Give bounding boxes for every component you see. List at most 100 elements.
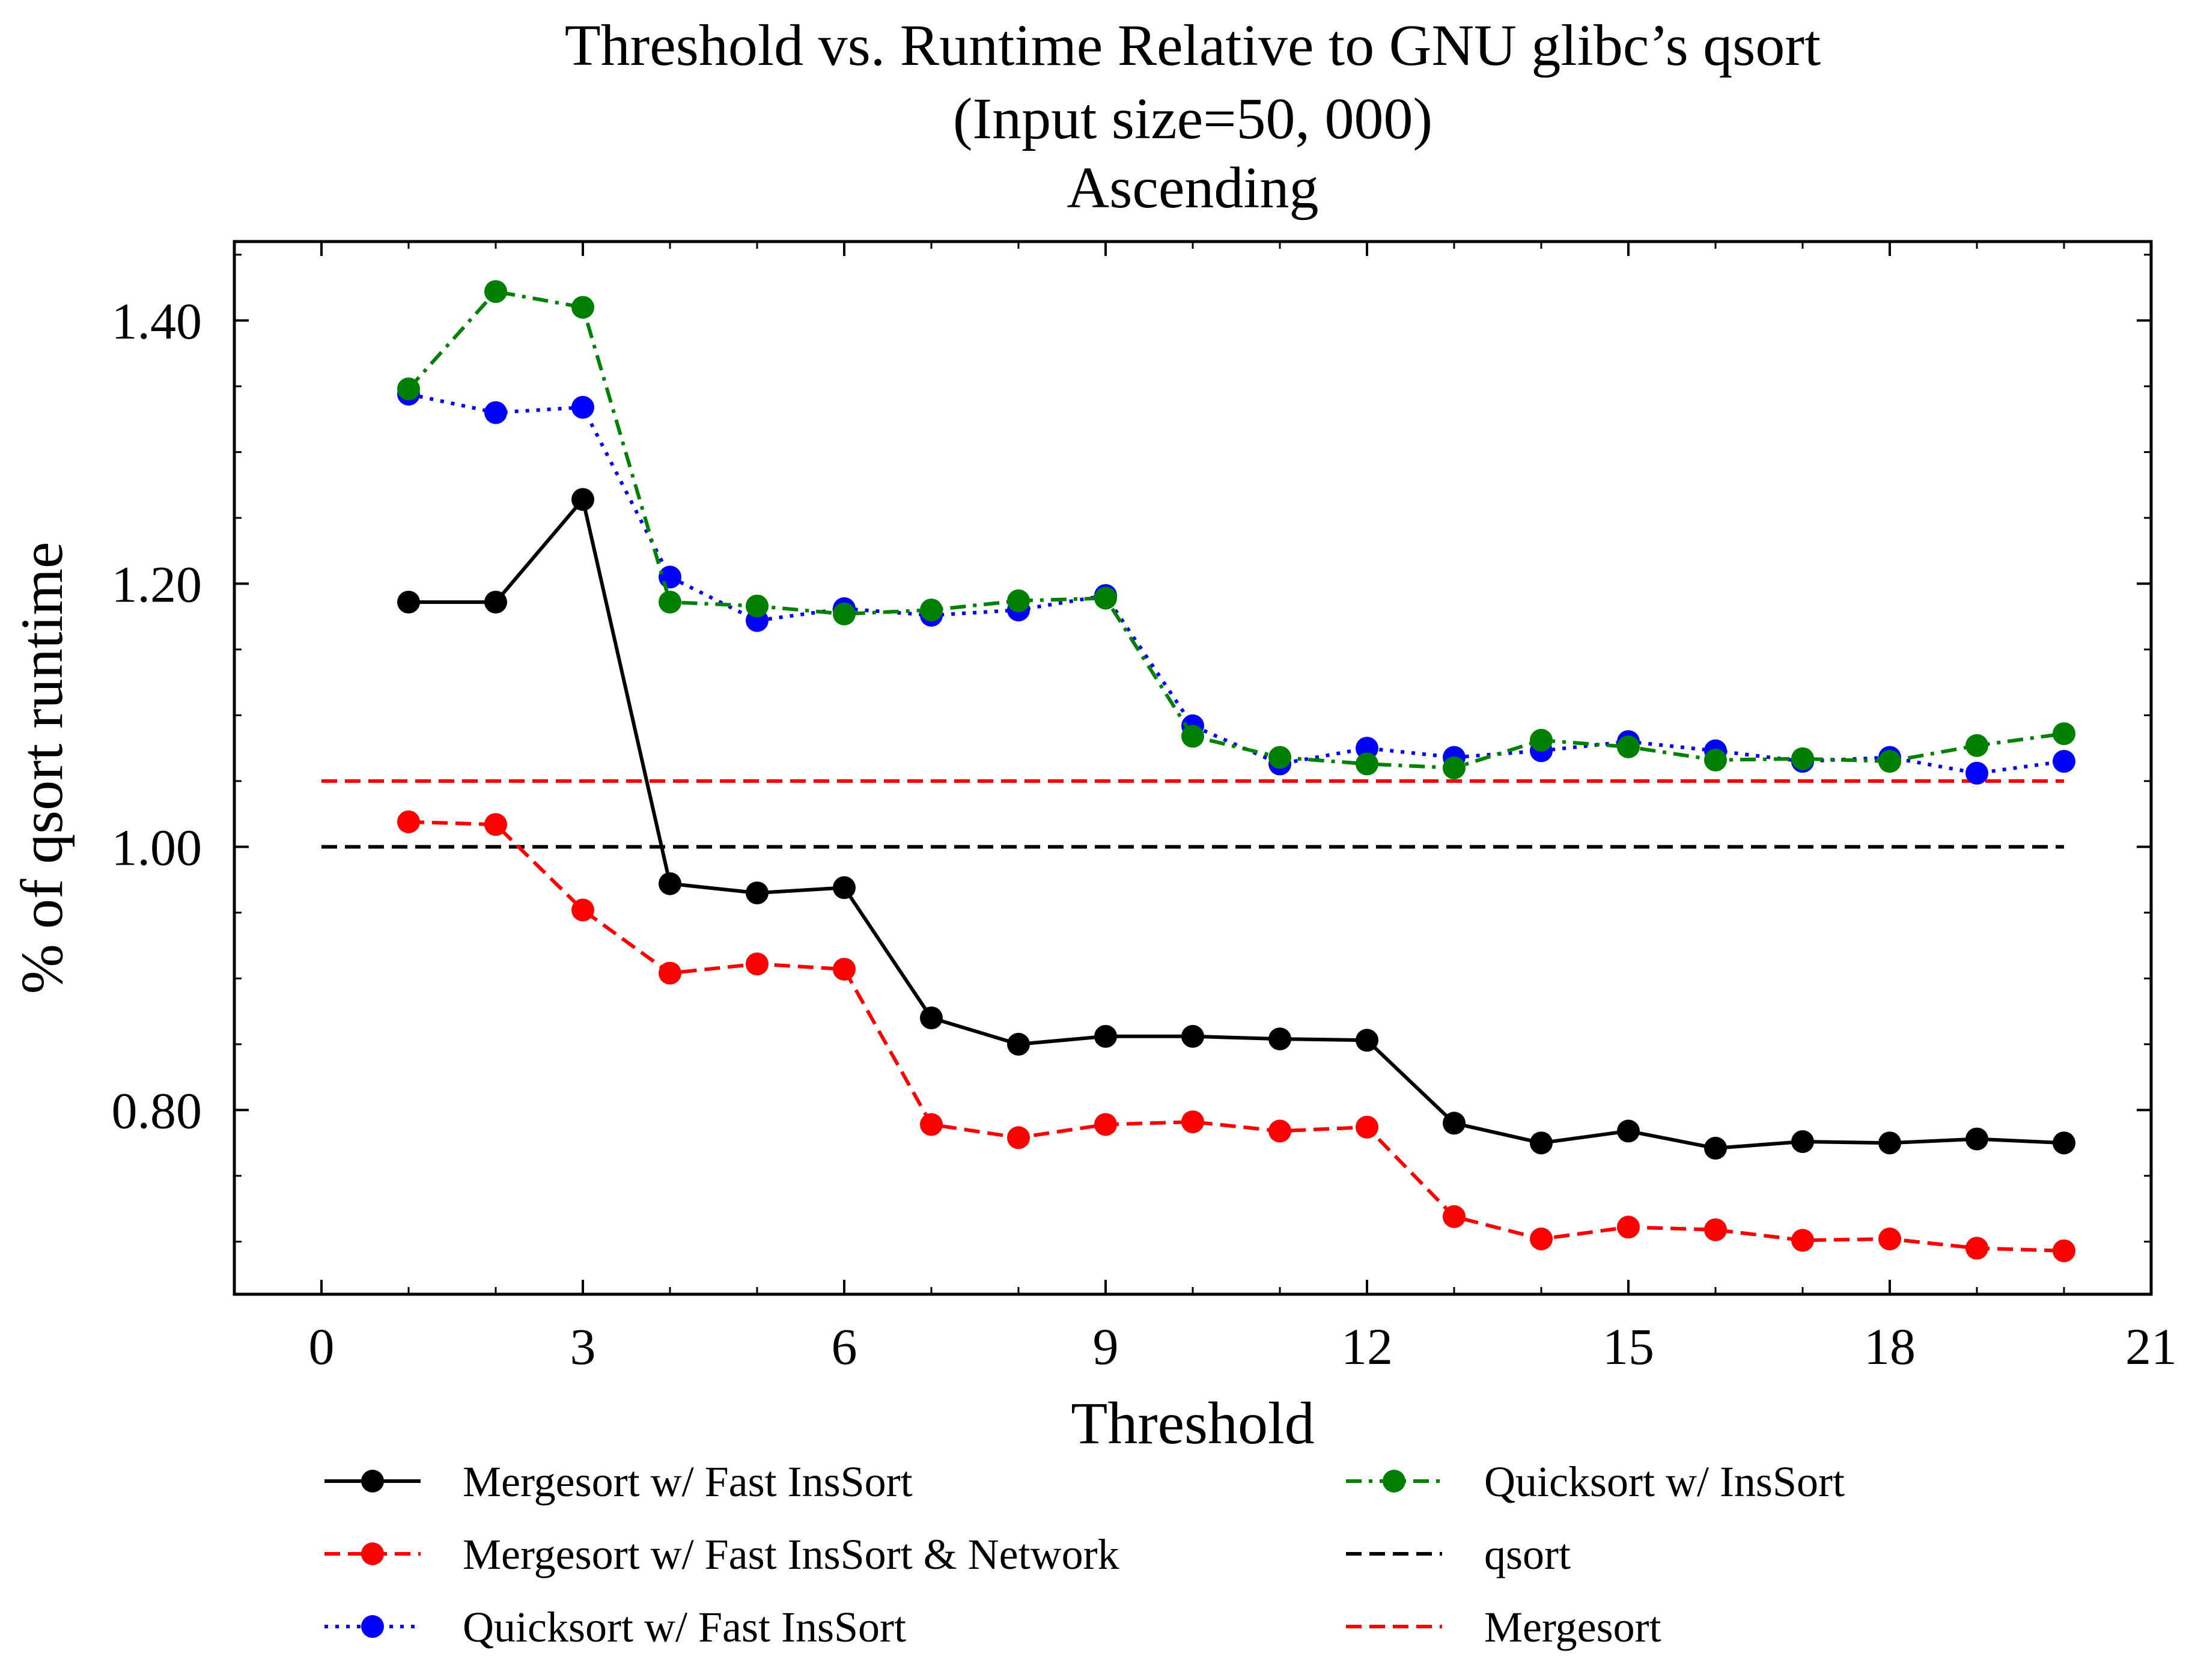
y-tick-label: 1.00	[112, 818, 202, 876]
data-point	[1443, 756, 1466, 779]
data-point	[1007, 589, 1030, 612]
data-point	[1617, 1216, 1640, 1239]
data-point	[1181, 725, 1204, 748]
data-point	[1965, 1237, 1988, 1260]
data-point	[659, 872, 681, 895]
data-point	[571, 898, 594, 922]
plot-frame	[233, 240, 2153, 1296]
data-point	[1094, 1113, 1117, 1136]
data-point	[1356, 752, 1378, 776]
legend-label: Quicksort w/ InsSort	[1484, 1458, 1845, 1506]
data-point	[1791, 1130, 1814, 1153]
data-point	[1965, 761, 1988, 785]
legend-marker	[361, 1470, 384, 1493]
data-point	[397, 591, 420, 614]
x-tick-label: 18	[1864, 1318, 1916, 1375]
data-point	[1268, 1119, 1291, 1143]
data-point	[2053, 1131, 2075, 1155]
data-point	[484, 401, 507, 424]
y-axis-label: % of qsort runtime	[8, 542, 75, 994]
data-point	[1443, 1112, 1466, 1135]
data-point	[1181, 1024, 1204, 1048]
legend-label: Quicksort w/ Fast InsSort	[463, 1603, 906, 1651]
y-tick-label: 1.40	[112, 292, 202, 350]
data-point	[746, 881, 769, 905]
legend-label: Mergesort w/ Fast InsSort & Network	[463, 1530, 1119, 1578]
data-point	[1007, 1032, 1030, 1056]
legend-label: qsort	[1484, 1530, 1571, 1578]
series-line-quicksort-w-inssort	[407, 290, 2065, 770]
data-point	[571, 488, 594, 511]
y-tick-label: 0.80	[112, 1082, 202, 1139]
data-point	[746, 952, 769, 976]
data-point	[484, 280, 507, 303]
data-point	[1530, 1228, 1553, 1250]
legend-entry-qsort: qsort	[1346, 1530, 1571, 1578]
x-tick-label: 12	[1341, 1318, 1393, 1375]
data-point	[746, 594, 769, 618]
data-point	[1443, 1205, 1466, 1228]
reference-lines	[321, 779, 2064, 849]
legend-marker	[361, 1615, 384, 1638]
legend-entry-mergesort-w-fast-inssort: Mergesort w/ Fast InsSort	[324, 1458, 913, 1506]
data-point	[1530, 1131, 1553, 1155]
data-point	[659, 591, 681, 614]
data-point	[833, 602, 856, 625]
data-point	[833, 876, 856, 899]
chart-title-line-1: Threshold vs. Runtime Relative to GNU gl…	[565, 13, 1821, 78]
data-point	[2053, 1239, 2075, 1262]
data-point	[1356, 1029, 1378, 1052]
series-line-mergesort-w-fast-inssort	[409, 498, 2065, 1150]
x-tick-label: 0	[309, 1318, 335, 1375]
data-point	[1704, 748, 1727, 772]
chart-title-line-3: Ascending	[1067, 156, 1318, 221]
data-point	[1094, 586, 1117, 610]
axis-ticks: 0 3 6 9 12 15 18 21 0.80 1.00 1.20 1.40	[112, 242, 2177, 1375]
series-line-quicksort-w-fast-inssort	[408, 392, 2065, 775]
data-point	[1617, 1119, 1640, 1143]
series-mergesort-w-fast-inssort	[397, 488, 2075, 1160]
x-tick-label: 9	[1093, 1318, 1119, 1375]
x-tick-label: 15	[1603, 1318, 1654, 1375]
series-line-mergesort-w-fast-inssort-network	[408, 820, 2065, 1253]
data-point	[1965, 1127, 1988, 1151]
data-point	[1704, 1218, 1727, 1241]
data-point	[1791, 1229, 1814, 1252]
data-point	[1181, 1110, 1204, 1134]
data-point	[1791, 747, 1814, 770]
legend-entry-mergesort-w-fast-inssort-network: Mergesort w/ Fast InsSort & Network	[324, 1530, 1119, 1578]
legend: Mergesort w/ Fast InsSort Mergesort w/ Fa…	[324, 1458, 1845, 1651]
data-point	[1356, 737, 1378, 760]
data-point	[484, 813, 507, 836]
legend-entry-quicksort-w-fast-inssort: Quicksort w/ Fast InsSort	[324, 1603, 906, 1651]
legend-marker	[361, 1542, 384, 1565]
x-tick-label: 21	[2125, 1318, 2177, 1375]
data-point	[2053, 722, 2075, 746]
data-point	[1617, 735, 1640, 758]
data-point	[920, 598, 943, 622]
series-quicksort-w-inssort	[397, 280, 2075, 779]
data-point	[920, 1113, 943, 1136]
series-quicksort-w-fast-inssort	[397, 383, 2075, 785]
y-tick-label: 1.20	[112, 555, 202, 613]
data-point	[1094, 1024, 1117, 1048]
data-point	[397, 377, 420, 401]
data-point	[1704, 1136, 1727, 1160]
data-point	[397, 810, 420, 833]
data-point	[1965, 734, 1988, 757]
data-series	[397, 280, 2075, 1262]
data-point	[1530, 729, 1553, 752]
data-point	[1007, 1126, 1030, 1149]
data-point	[484, 591, 507, 614]
data-point	[1878, 1228, 1901, 1250]
chart-title-line-2: (Input size=50, 000)	[953, 87, 1432, 151]
data-point	[1878, 1131, 1901, 1155]
x-tick-label: 6	[832, 1318, 857, 1375]
legend-entry-quicksort-w-inssort: Quicksort w/ InsSort	[1346, 1458, 1845, 1506]
legend-label: Mergesort w/ Fast InsSort	[463, 1458, 913, 1506]
data-point	[571, 395, 594, 419]
chart-title: Threshold vs. Runtime Relative to GNU gl…	[565, 13, 1821, 221]
x-axis-label: Threshold	[1071, 1390, 1314, 1456]
data-point	[920, 1006, 943, 1030]
